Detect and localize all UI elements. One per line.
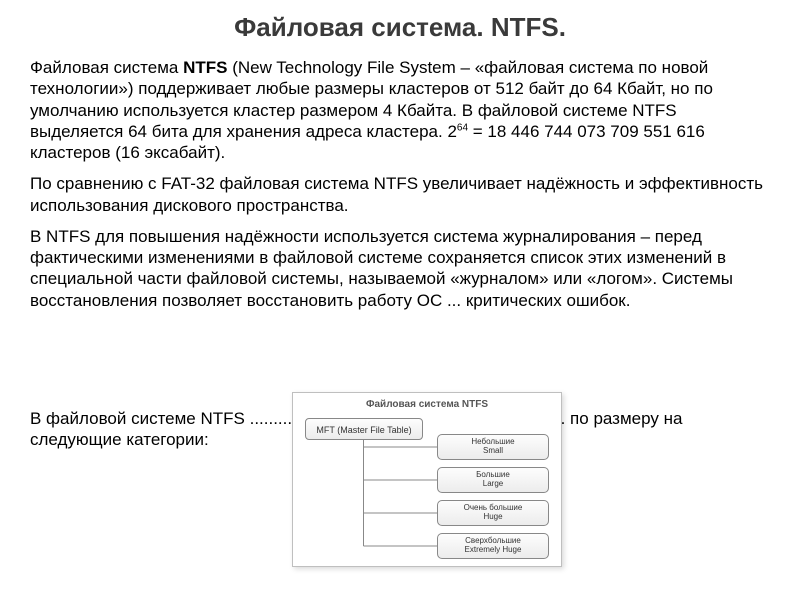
para1-bold: NTFS — [183, 58, 227, 77]
diagram-cat-xhuge: Сверхбольшие Extremely Huge — [437, 533, 549, 559]
cat-en: Large — [438, 480, 548, 489]
paragraph-2: По сравнению с FAT-32 файловая система N… — [30, 173, 770, 216]
ntfs-diagram: Файловая система NTFS MFT (Master File T… — [292, 392, 562, 567]
diagram-cat-small: Небольшие Small — [437, 434, 549, 460]
para1-sup: 64 — [457, 122, 468, 133]
cat-en: Extremely Huge — [438, 546, 548, 555]
paragraph-3: В NTFS для повышения надёжности использу… — [30, 226, 770, 311]
paragraph-1: Файловая система NTFS (New Technology Fi… — [30, 57, 770, 163]
diagram-body: MFT (Master File Table) Небольшие Small … — [301, 416, 553, 556]
para1-a: Файловая система — [30, 58, 183, 77]
slide: Файловая система. NTFS. Файловая система… — [0, 0, 800, 600]
slide-title: Файловая система. NTFS. — [30, 12, 770, 43]
diagram-root-box: MFT (Master File Table) — [305, 418, 423, 440]
diagram-title: Файловая система NTFS — [301, 399, 553, 410]
cat-en: Small — [438, 447, 548, 456]
diagram-cat-large: Большие Large — [437, 467, 549, 493]
diagram-cat-huge: Очень большие Huge — [437, 500, 549, 526]
cat-en: Huge — [438, 513, 548, 522]
